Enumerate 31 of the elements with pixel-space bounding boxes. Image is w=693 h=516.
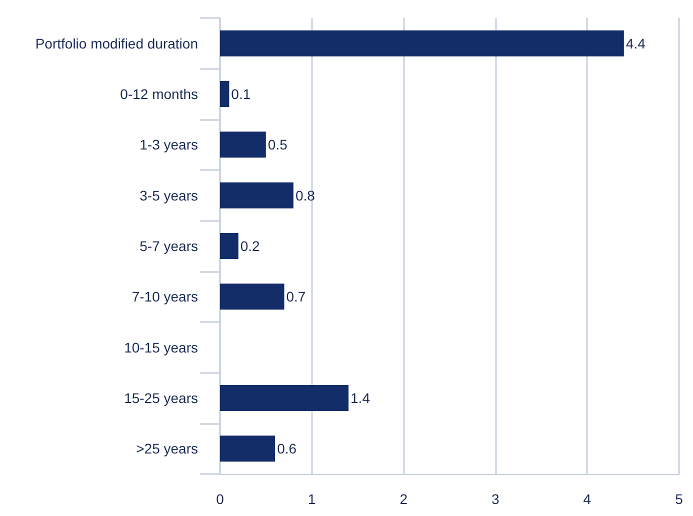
y-tick-label: 0-12 months bbox=[120, 86, 198, 102]
data-label: 0.8 bbox=[295, 187, 316, 204]
y-tick-label: 10-15 years bbox=[124, 339, 198, 356]
y-tick-label: 3-5 years bbox=[140, 187, 198, 204]
x-tick-label: 2 bbox=[400, 491, 408, 507]
y-tick-label: 1-3 years bbox=[140, 136, 198, 153]
y-tick-label: 5-7 years bbox=[140, 238, 198, 254]
x-tick-label: 5 bbox=[675, 491, 684, 507]
y-tick-label: Portfolio modified duration bbox=[35, 35, 198, 52]
bar bbox=[220, 30, 624, 56]
bar bbox=[220, 132, 266, 158]
data-label: 0.6 bbox=[277, 440, 297, 457]
bar bbox=[220, 81, 230, 107]
x-tick-label: 3 bbox=[492, 491, 500, 507]
y-tick-label: >25 years bbox=[136, 440, 198, 457]
y-tick-label: 7-10 years bbox=[132, 288, 198, 305]
x-tick-label: 0 bbox=[216, 491, 224, 507]
data-label: 0.5 bbox=[268, 136, 288, 153]
data-label: 1.4 bbox=[350, 390, 370, 406]
y-tick-label: 15-25 years bbox=[124, 390, 198, 406]
data-label: 0.1 bbox=[231, 86, 251, 102]
x-tick-label: 1 bbox=[308, 491, 316, 507]
bar bbox=[220, 182, 294, 208]
bar bbox=[220, 284, 284, 310]
bar bbox=[220, 233, 238, 259]
data-label: 0.2 bbox=[240, 238, 260, 254]
data-label: 4.4 bbox=[626, 35, 646, 52]
data-label: 0.7 bbox=[286, 288, 306, 305]
x-tick-label: 4 bbox=[583, 491, 592, 507]
bar bbox=[220, 436, 276, 462]
bar bbox=[220, 385, 349, 411]
